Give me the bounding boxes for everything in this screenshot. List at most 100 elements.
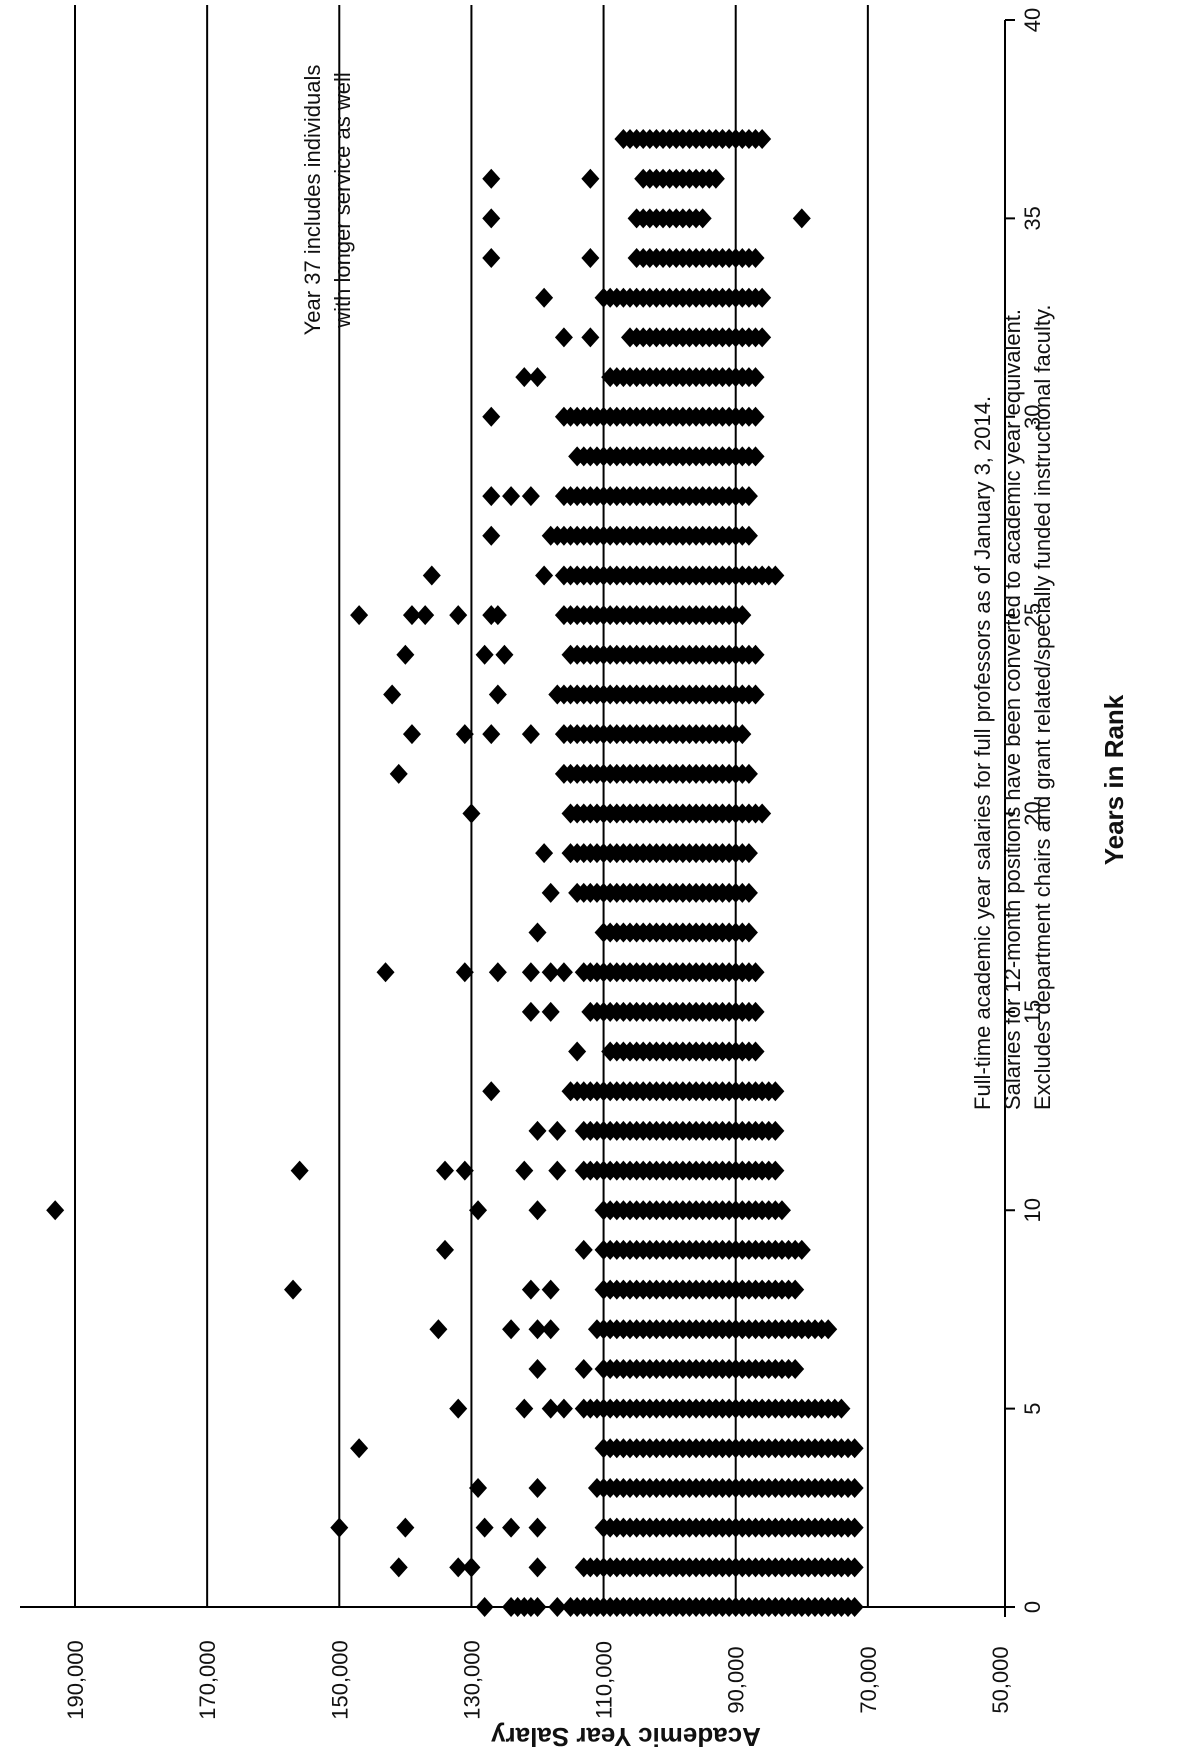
y-tick-label: 90,000 (724, 1646, 749, 1713)
data-point (482, 1081, 501, 1102)
year37-annotation-line-1: Year 37 includes individuals (300, 65, 325, 336)
data-point (389, 763, 408, 784)
data-point (561, 644, 580, 665)
y-tick-label: 170,000 (195, 1640, 220, 1720)
data-point (502, 486, 521, 507)
data-point (383, 684, 402, 705)
data-point (436, 1160, 454, 1181)
data-point (502, 1517, 521, 1538)
data-point (554, 763, 573, 784)
y-tick-label: 190,000 (63, 1640, 88, 1720)
data-point (594, 1239, 613, 1260)
data-point (548, 1160, 567, 1181)
y-tick-label: 130,000 (459, 1640, 484, 1720)
data-point (581, 168, 600, 189)
data-point (350, 605, 369, 626)
data-point (574, 1120, 593, 1141)
axes (20, 19, 1015, 1617)
data-point (554, 486, 573, 507)
y-tick-label: 110,000 (592, 1641, 617, 1719)
data-point (521, 1279, 540, 1300)
data-point (601, 1041, 620, 1062)
data-point (528, 1517, 547, 1538)
data-point (482, 208, 501, 229)
data-point (594, 922, 613, 943)
data-point (416, 605, 435, 626)
data-point (350, 1438, 369, 1459)
data-point (568, 446, 587, 467)
data-point (389, 1557, 408, 1578)
data-point (574, 962, 593, 983)
data-point (455, 962, 474, 983)
x-tick-label: 40 (1020, 8, 1045, 32)
data-point (581, 248, 600, 269)
x-tick-label: 10 (1020, 1198, 1045, 1222)
data-point (554, 406, 573, 427)
footnote-line-1: Full-time academic year salaries for ful… (970, 396, 995, 1110)
data-point (574, 1160, 593, 1181)
data-point (594, 1279, 613, 1300)
data-point (634, 168, 653, 189)
data-point (535, 565, 554, 586)
data-point (614, 129, 633, 150)
x-tick-label: 15 (1020, 1000, 1045, 1024)
data-point (482, 724, 501, 745)
data-point (469, 1477, 488, 1498)
data-point (535, 287, 554, 308)
data-point (515, 1398, 534, 1419)
data-point (594, 1200, 613, 1221)
data-point (541, 1319, 560, 1340)
data-point (488, 962, 507, 983)
data-point (475, 644, 494, 665)
data-point (521, 1001, 540, 1022)
data-point (46, 1200, 65, 1221)
data-point (594, 1438, 613, 1459)
data-point (528, 1477, 547, 1498)
data-point (449, 1557, 468, 1578)
x-tick-label: 5 (1020, 1403, 1045, 1415)
data-point (627, 208, 646, 229)
tick-labels: 0 5 10 15 20 25 30 35 40 50,000 70,000 90,000 110,00… (63, 8, 1045, 1720)
data-point (515, 1160, 534, 1181)
data-point (376, 962, 395, 983)
data-point (528, 1120, 547, 1141)
data-point (561, 843, 580, 864)
data-point (482, 248, 501, 269)
data-point (528, 1319, 547, 1340)
data-point (429, 1319, 448, 1340)
data-point (601, 367, 620, 388)
data-point (541, 1001, 560, 1022)
y-axis-title: Academic Year Salary (491, 1722, 761, 1752)
footnote-line-3: Excludes department chairs and grant rel… (1030, 305, 1055, 1110)
x-tick-label: 30 (1020, 405, 1045, 429)
data-point (402, 605, 421, 626)
data-point (330, 1517, 349, 1538)
data-point (541, 1279, 560, 1300)
data-point (554, 962, 573, 983)
data-point (568, 882, 587, 903)
x-axis-title: Years in Rank (1099, 694, 1129, 865)
data-point (462, 1557, 481, 1578)
data-point (284, 1279, 303, 1300)
footnote-line-2: Salaries for 12-month positions have bee… (1000, 309, 1025, 1110)
data-point (528, 1358, 547, 1379)
data-point (568, 1041, 587, 1062)
data-point (502, 1319, 521, 1340)
data-point (554, 327, 573, 348)
data-point (594, 1517, 613, 1538)
data-point (554, 1398, 573, 1419)
data-point (554, 724, 573, 745)
data-point (521, 962, 540, 983)
data-point (528, 922, 547, 943)
y-tick-label: 70,000 (856, 1646, 881, 1713)
data-point (521, 724, 540, 745)
data-point (561, 803, 580, 824)
data-point (475, 1517, 494, 1538)
data-point (475, 1597, 494, 1617)
data-point (554, 605, 573, 626)
footnote-annotation: Full-time academic year salaries for ful… (970, 305, 1055, 1110)
data-point (422, 565, 441, 586)
data-point (290, 1160, 309, 1181)
data-point (396, 1517, 415, 1538)
